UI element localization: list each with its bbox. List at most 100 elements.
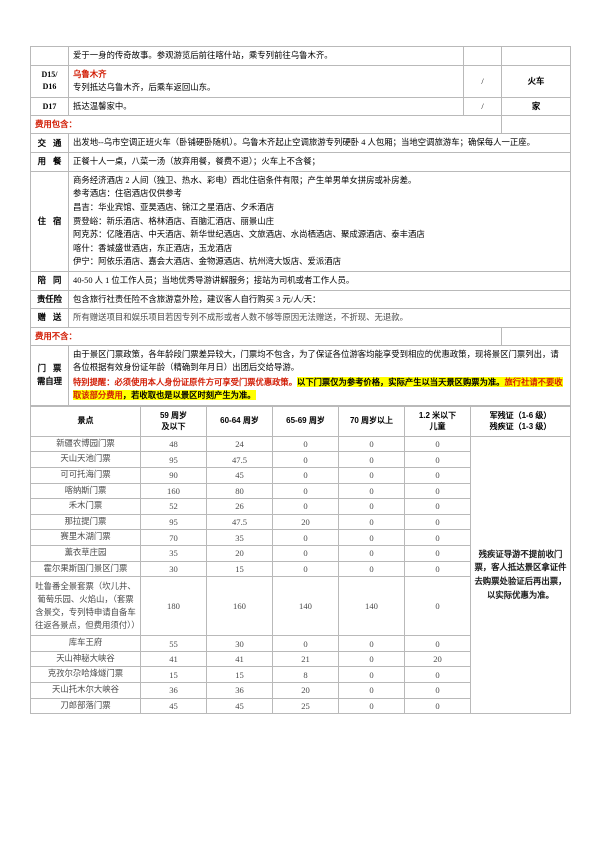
spot-name: 天山神秘大峡谷	[30, 650, 141, 668]
price-cell: 0	[272, 466, 339, 484]
section-header-excluded-row: 费用不含：	[30, 326, 571, 346]
day-code: D15/ D16	[30, 64, 69, 98]
col-header-line2: 残疾证（1-3 级）	[489, 422, 552, 432]
table-row: 那拉提门票 95 47.5 20 0 0	[30, 513, 571, 531]
table-row-ticket-self-pay: 门 票 需自理 由于景区门票政策，各年龄段门票差异较大，门票均不包含，为了保证各…	[30, 344, 571, 406]
col-header-line1: 70 周岁以上	[349, 416, 394, 426]
price-cell: 0	[338, 529, 405, 546]
price-cell: 35	[206, 529, 273, 546]
price-cell: 0	[272, 544, 339, 562]
price-cell: 0	[338, 666, 405, 684]
day-stay: 家	[501, 96, 571, 117]
col-header-spot: 景点	[30, 405, 141, 437]
table-row: 可可托海门票 90 45 0 0 0	[30, 466, 571, 484]
price-cell: 0	[404, 697, 471, 715]
itinerary-and-cost-table: 爱于一身的传奇故事。参观游览后前往喀什站，乘专列前往乌鲁木齐。 D15/ D16…	[30, 46, 571, 406]
spot-name: 那拉提门票	[30, 513, 141, 531]
label-ticket-line2: 需自理	[36, 376, 63, 387]
price-cell: 30	[206, 635, 273, 652]
table-row: 天山天池门票 95 47.5 0 0 0	[30, 451, 571, 468]
price-cell: 15	[206, 666, 273, 684]
col-header-line1: 1.2 米以下	[418, 410, 457, 420]
price-cell: 47.5	[206, 513, 273, 531]
accommodation-line: 昌吉：华业宾馆、亚昊酒店、锦江之星酒店、夕禾酒店	[73, 202, 274, 212]
price-cell: 0	[272, 482, 339, 500]
label-meal: 用 餐	[30, 152, 69, 172]
accommodation-line: 贾登峪：新乐酒店、格林酒店、百脑汇酒店、丽景山庄	[73, 216, 274, 226]
text-escort: 40-50 人 1 位工作人员；当地优秀导游讲解服务；接站为司机或者工作人员。	[68, 270, 571, 291]
price-cell: 0	[404, 482, 471, 500]
price-cell: 45	[206, 697, 273, 715]
price-cell: 20	[206, 544, 273, 562]
accommodation-line: 参考酒店：住宿酒店仅供参考	[73, 189, 182, 199]
price-cell: 0	[404, 560, 471, 578]
price-cell: 0	[404, 682, 471, 699]
price-cell: 0	[404, 529, 471, 546]
spot-name: 禾木门票	[30, 498, 141, 515]
price-cell: 0	[272, 451, 339, 468]
ticket-price-table: 景点 59 周岁 及以下 60-64 周岁 65-69 周岁 70 周岁以上 1…	[30, 405, 571, 715]
price-cell: 80	[206, 482, 273, 500]
price-cell: 0	[404, 544, 471, 562]
table-row: 天山神秘大峡谷 41 41 21 0 20	[30, 650, 571, 668]
price-cell: 0	[272, 560, 339, 578]
section-header-included-row: 费用包含：	[30, 115, 571, 135]
col-header-line1: 60-64 周岁	[220, 416, 259, 426]
text-accommodation: 商务经济酒店 2 人间（独卫、热水、彩电）西北住宿条件有限；产生单男单女拼房或补…	[68, 170, 571, 272]
spacer-cell	[463, 326, 502, 346]
section-header-included: 费用包含：	[30, 115, 464, 135]
table-row: 库车王府 55 30 0 0 0	[30, 635, 571, 652]
price-cell: 36	[206, 682, 273, 699]
price-cell: 20	[272, 513, 339, 531]
price-cell: 36	[140, 682, 207, 699]
spacer-cell	[501, 326, 571, 346]
price-cell: 24	[206, 435, 273, 453]
price-cell: 41	[206, 650, 273, 668]
table-row: 新疆农博园门票 48 24 0 0 0 残疾证导游不提前收门票，客人抵达景区拿证…	[30, 435, 571, 715]
label-insurance: 责任险	[30, 289, 69, 310]
table-row-transport: 交 通 出发地--乌市空调正班火车（卧铺硬卧随机）。乌鲁木齐起止空调旅游专列硬卧…	[30, 133, 571, 154]
table-row-insurance: 责任险 包含旅行社责任险不含旅游意外险，建议客人自行购买 3 元/人/天：	[30, 289, 571, 310]
spot-name: 喀纳斯门票	[30, 482, 141, 500]
price-cell: 180	[140, 576, 207, 637]
price-cell: 90	[140, 466, 207, 484]
accommodation-line: 商务经济酒店 2 人间（独卫、热水、彩电）西北住宿条件有限；产生单男单女拼房或补…	[73, 175, 417, 185]
col-header-disability: 军残证（1-6 级） 残疾证（1-3 级）	[470, 405, 571, 437]
day-code: D17	[30, 96, 69, 117]
table-row: 禾木门票 52 26 0 0 0	[30, 498, 571, 515]
price-cell: 140	[272, 576, 339, 637]
col-header-line2: 及以下	[161, 422, 186, 432]
spot-name: 霍尔果斯国门景区门票	[30, 560, 141, 578]
table-row: D17 抵达温馨家中。 / 家	[30, 96, 571, 117]
table-row-gift: 赠 送 所有赠送项目和娱乐项目若因专列不成形或者人数不够等原因无法赠送，不折现、…	[30, 308, 571, 328]
price-cell: 95	[140, 451, 207, 468]
price-cell: 0	[338, 650, 405, 668]
col-header-child: 1.2 米以下 儿童	[404, 405, 471, 437]
spot-name: 刀郎部落门票	[30, 697, 141, 715]
day-stay	[501, 46, 571, 66]
price-cell: 55	[140, 635, 207, 652]
spot-name: 库车王府	[30, 635, 141, 652]
price-cell: 0	[338, 682, 405, 699]
label-transport: 交 通	[30, 133, 69, 154]
price-cell: 20	[404, 650, 471, 668]
col-header-age-70-plus: 70 周岁以上	[338, 405, 405, 437]
price-cell: 140	[338, 576, 405, 637]
day-description: 抵达温馨家中。	[68, 96, 464, 117]
table-row-accommodation: 住 宿 商务经济酒店 2 人间（独卫、热水、彩电）西北住宿条件有限；产生单男单女…	[30, 170, 571, 272]
price-cell: 30	[140, 560, 207, 578]
price-cell: 0	[338, 635, 405, 652]
col-header-line1: 65-69 周岁	[286, 416, 325, 426]
special-notice-highlight-1: 以下门票仅为参考价格，实际产生以当天景区购票为准。	[297, 377, 505, 387]
price-cell: 0	[338, 451, 405, 468]
price-cell: 8	[272, 666, 339, 684]
price-cell: 0	[338, 482, 405, 500]
table-row-package: 吐鲁番全景套票（坎儿井、葡萄乐园、火焰山，（套票含景交，专列特申请自备车往返各景…	[30, 576, 571, 637]
price-cell: 0	[404, 576, 471, 637]
day-meal	[463, 46, 502, 66]
label-escort: 陪 同	[30, 270, 69, 291]
price-cell: 0	[338, 697, 405, 715]
table-row: 天山托木尔大峡谷 36 36 20 0 0	[30, 682, 571, 699]
price-cell: 0	[338, 513, 405, 531]
spot-name: 赛里木湖门票	[30, 529, 141, 546]
